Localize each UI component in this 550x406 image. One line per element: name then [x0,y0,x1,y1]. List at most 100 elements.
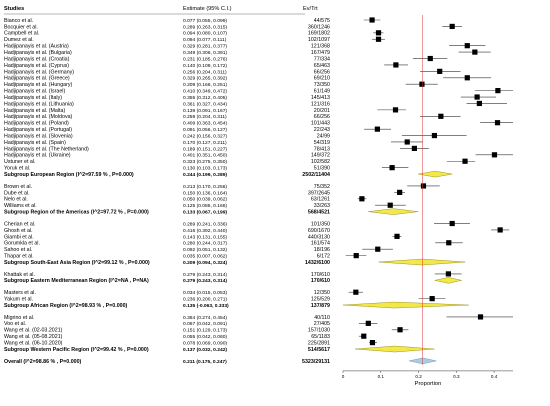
row-estimate-ci: 0.361 (0.327, 0.434) [183,101,227,107]
point-estimate [375,246,381,252]
point-estimate [404,139,410,145]
row-estimate-ci: 0.289 (0.241, 0.336) [183,221,227,227]
rows-layer: Bianco et al. 0.077 (0.055, 0.099) 44/575B… [4,15,513,365]
row-estimate-ci: 0.055 (0.042, 0.060) [183,334,227,340]
row-estimate-ci: 0.050 (0.039, 0.062) [183,197,227,203]
point-estimate [359,196,365,202]
point-estimate [449,23,455,30]
row-events: 33/263 [314,203,330,209]
row-label: Hadjipanayis et al. (Austria) [4,44,69,50]
point-estimate [375,36,382,42]
row-label: Hadjipanayis et al. (Poland) [4,121,69,127]
point-estimate [387,202,393,208]
point-estimate [389,165,395,171]
study-row: Ghosh et al. 0.416 (0.392, 0.440) 690/1670 [4,227,510,234]
point-estimate [427,55,433,62]
study-row: Migrino et al. 0.364 (0.274, 0.454) 40/110 [4,314,513,321]
row-events: 78/413 [314,146,330,152]
study-row: Hadjipanayis et al. (Portugal) 0.091 (0.0… [4,126,391,133]
row-events: 54/319 [314,140,330,146]
row-events: 161/574 [311,241,330,247]
row-events: 22/243 [314,127,330,133]
study-row: Dube et al. 0.150 (0.136, 0.164) 397/2645 [4,189,405,196]
row-events: 102/582 [311,159,330,165]
row-events: 514/5617 [308,347,330,353]
point-estimate [474,94,480,100]
study-row: Brown et al. 0.213 (0.170, 0.256) 75/352 [4,183,440,190]
study-row: Voo et al. 0.067 (0.042, 0.091) 27/405 [4,320,378,327]
overall-row: Overall (I^2=98.86 % , P=0.000) 0.211 (0.… [4,357,437,365]
row-estimate-ci: 0.416 (0.392, 0.440) [183,228,227,234]
row-label: Sahoo et al. [4,247,32,253]
header-row: Studies Estimate (95% C.I.) Ev/Trt [4,6,318,15]
subgroup-row: Subgroup African Region (I^2=98.93 % , P… [4,301,469,309]
row-events: 137/879 [311,303,330,309]
x-tick-label: 0.1 [378,374,385,379]
study-row: Nelo et al. 0.050 (0.039, 0.062) 63/1261 [4,196,367,203]
study-row: Gorumkla et al. 0.280 (0.244, 0.317) 161/5… [4,240,463,247]
row-label: Hadjipanayis et al. (The Netherland) [4,146,89,152]
point-estimate [353,289,359,295]
subgroup-diamond [434,277,462,284]
row-label: Wang et al. (05-08.2021) [4,334,63,340]
point-estimate [411,145,417,151]
point-estimate [375,30,382,36]
study-row: Sahoo et al. 0.092 (0.051, 0.132) 18/196 [4,246,393,253]
row-label: Khattak et al. [4,272,35,278]
row-label: Hadjipanayis et al. (Italy) [4,95,62,101]
row-label: Subgroup European Region (I^2=97.59 % , … [4,172,134,178]
subgroup-diamond [355,345,435,353]
row-label: Wang et al. (02-03.2021) [4,328,63,334]
row-estimate-ci: 0.279 (0.243, 0.314) [183,272,227,278]
row-events: 6/172 [317,254,330,260]
row-label: Hadjipanayis et al. (Croatia) [4,56,70,62]
x-tick-label: 0.4 [491,374,498,379]
study-row: Hadjipanayis et al. (Ukraine) 0.401 (0.35… [4,152,513,159]
row-label: Hadjipanayis et al. (Israel) [4,89,65,95]
row-label: Hadjipanayis et al. (Portugal) [4,127,72,133]
row-estimate-ci: 0.209 (0.094, 0.324) [183,260,227,266]
row-estimate-ci: 0.409 (0.363, 0.454) [183,121,227,127]
row-estimate-ci: 0.094 (0.077, 0.111) [183,37,227,43]
subgroup-diamond [368,208,419,215]
row-events: 169/1802 [308,31,330,37]
row-events: 65/463 [314,63,330,69]
study-row: Hadjipanayis et al. (Slovenia) 0.242 (0.1… [4,132,467,139]
row-estimate-ci: 0.242 (0.156, 0.327) [183,133,227,139]
point-estimate [477,314,484,320]
point-estimate [437,68,443,74]
point-estimate [420,183,427,189]
row-label: Nelo et al. [4,197,28,203]
row-estimate-ci: 0.231 (0.185, 0.276) [183,56,227,62]
row-estimate-ci: 0.329 (0.281, 0.377) [183,44,227,50]
row-label: Hadjipanayis et al. (Germany) [4,69,74,75]
row-estimate-ci: 0.355 (0.312, 0.405) [183,95,227,101]
study-row: Cherian et al. 0.289 (0.241, 0.336) 101/35… [4,220,470,227]
study-row: Hadjipanayis et al. (Italy) 0.355 (0.312,… [4,94,496,101]
row-estimate-ci: 0.092 (0.051, 0.132) [183,247,227,253]
subgroup-diamond [418,170,453,178]
point-estimate [476,100,482,107]
row-events: 63/1261 [311,197,330,203]
row-events: 101/443 [311,121,330,127]
row-estimate-ci: 0.140 (0.109, 0.172) [183,63,227,69]
row-label: Hadjipanayis et al. (Moldova) [4,114,73,120]
row-events: 1432/6100 [305,260,330,266]
row-estimate-ci: 0.410 (0.349, 0.472) [183,89,227,95]
row-label: Dumez et al. [4,37,34,43]
study-row: Yakum et al. 0.236 (0.200, 0.271) 125/529 [4,296,446,303]
row-label: Campbell et al. [4,31,39,37]
row-events: 397/2645 [308,190,330,196]
point-estimate [438,113,444,119]
point-estimate [472,49,478,55]
row-estimate-ci: 0.236 (0.200, 0.271) [183,297,227,303]
study-row: Williams et al. 0.125 (0.085, 0.166) 33/26… [4,202,406,209]
subgroup-row: Subgroup European Region (I^2=97.59 % , … [4,170,453,178]
row-estimate-ci: 0.280 (0.244, 0.317) [183,241,227,247]
row-events: 170/610 [311,278,330,284]
study-row: Ustuner et al. 0.323 (0.275, 0.350) 102/58… [4,158,476,165]
subgroup-row: Subgroup Eastern Mediterranean Region (I… [4,277,462,284]
row-estimate-ci: 0.133 (0.067, 0.199) [183,210,227,216]
study-row: Giambi et al. 0.143 (0.131, 0.155) 440/313… [4,233,402,240]
study-row: Wang et al. (02-03.2021) 0.151 (0.129, 0.… [4,327,409,334]
